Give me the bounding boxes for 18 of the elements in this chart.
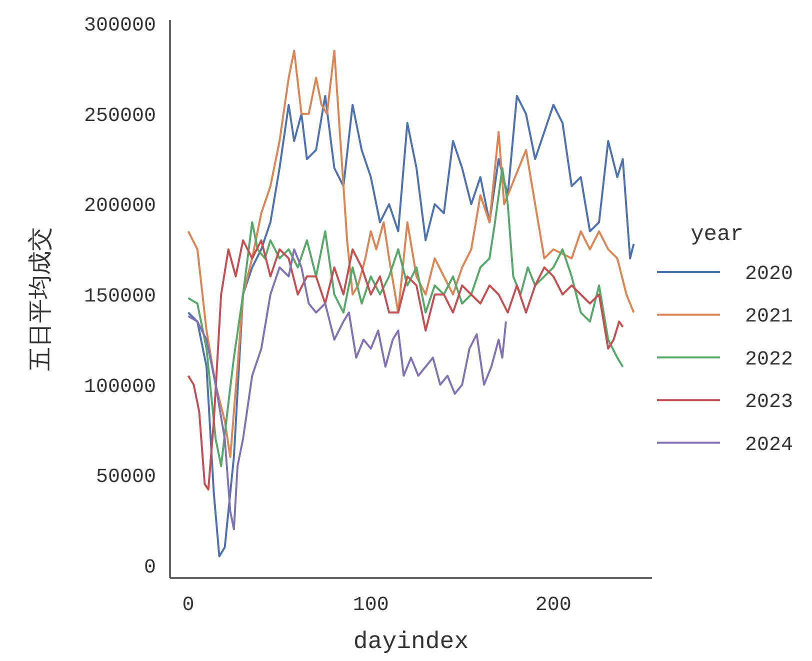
y-tick-label: 100000 bbox=[84, 376, 156, 399]
y-axis-title: 五日平均成交 bbox=[27, 227, 56, 371]
legend-label: 2023 bbox=[745, 391, 794, 414]
legend-label: 2021 bbox=[745, 306, 794, 329]
y-tick-label: 50000 bbox=[96, 466, 156, 490]
legend-label: 2020 bbox=[745, 263, 794, 286]
y-tick-label: 200000 bbox=[84, 195, 156, 218]
y-tick-label: 150000 bbox=[84, 285, 156, 308]
x-tick-label: 200 bbox=[535, 594, 572, 617]
legend-label: 2022 bbox=[745, 348, 794, 372]
y-tick-label: 250000 bbox=[84, 104, 156, 128]
x-tick-label: 0 bbox=[182, 594, 194, 617]
legend-title: year bbox=[690, 222, 744, 247]
x-axis-title: dayindex bbox=[353, 629, 469, 656]
legend-label: 2024 bbox=[745, 434, 794, 457]
y-tick-label: 300000 bbox=[84, 14, 156, 38]
x-tick-label: 100 bbox=[352, 594, 389, 617]
y-tick-label: 0 bbox=[144, 556, 156, 580]
